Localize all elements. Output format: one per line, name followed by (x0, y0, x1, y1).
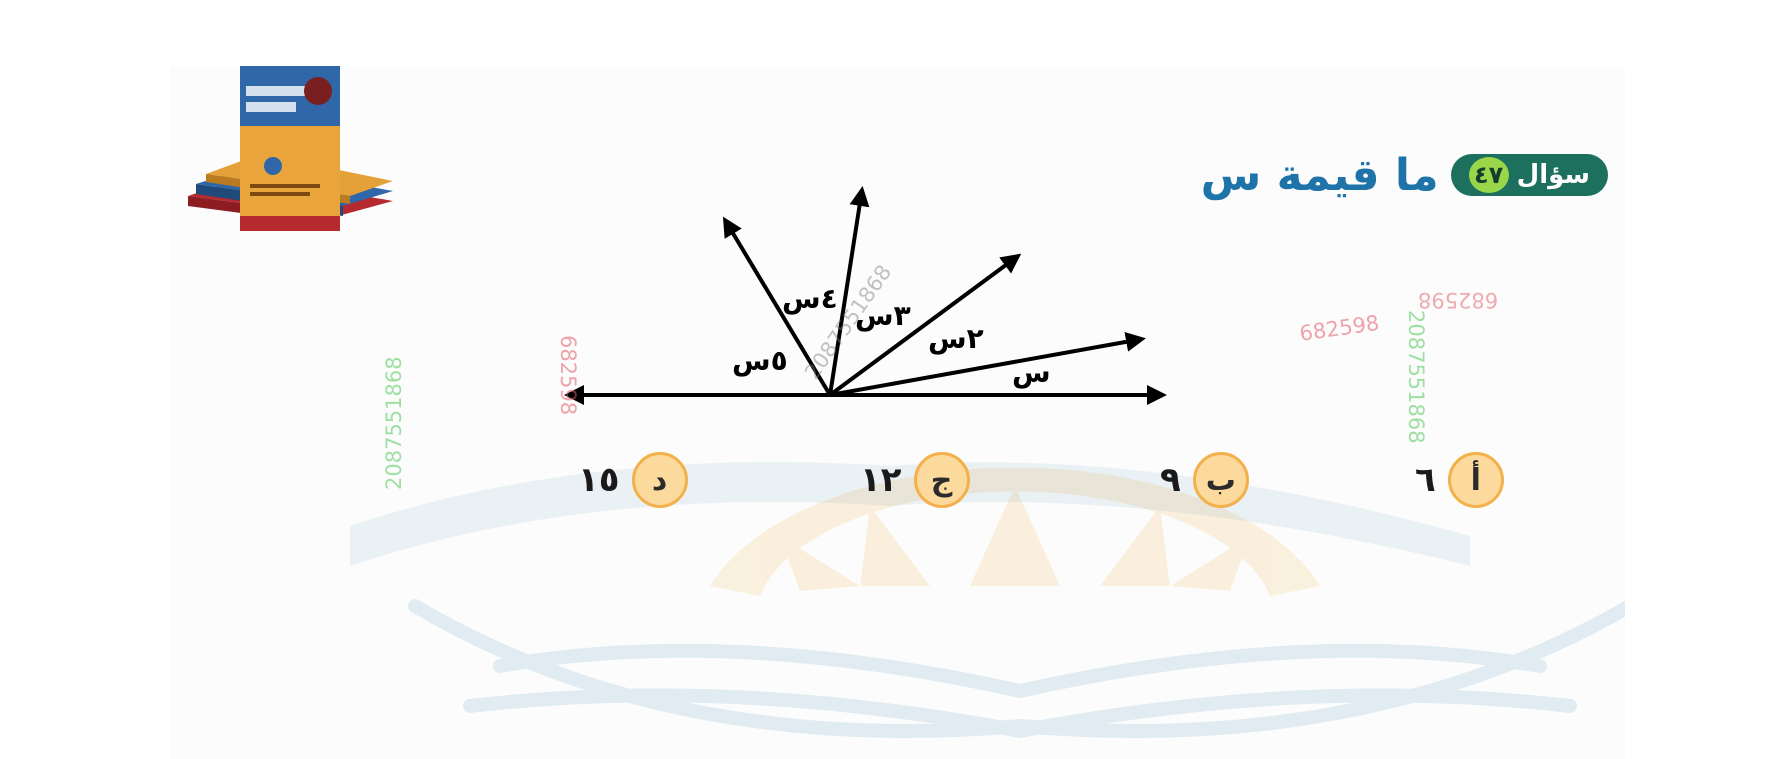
slide-background (170, 66, 1625, 759)
angle-label-5x: ٥س (732, 344, 788, 377)
watermark-code-top: 682598 (1418, 288, 1499, 312)
book-logo-watermark (350, 462, 1625, 738)
angle-label-3x: ٣س (855, 299, 911, 332)
choice-d[interactable]: د ١٥ (578, 452, 688, 508)
choice-value-d: ١٥ (578, 460, 620, 500)
ray-2 (828, 253, 1022, 397)
choice-letter-c: ج (913, 452, 970, 508)
ray-1 (829, 331, 1146, 397)
book-cover-image (188, 66, 393, 231)
question-label: سؤال (1516, 160, 1590, 190)
question-label-pill: سؤال ٤٧ (1450, 154, 1608, 196)
choice-value-a: ٦ (1415, 460, 1436, 500)
question-header: سؤال ٤٧ ما قيمة س (1195, 140, 1608, 210)
angle-label-4x: ٤س (782, 282, 838, 315)
choice-c[interactable]: ج ١٢ (860, 452, 970, 508)
choice-b[interactable]: ب ٩ (1160, 452, 1249, 508)
choice-value-b: ٩ (1160, 460, 1181, 500)
ray-3 (828, 186, 870, 396)
ray-4 (722, 216, 832, 397)
choice-value-c: ١٢ (860, 460, 902, 500)
question-text: ما قيمة س (1200, 149, 1439, 201)
watermark-phone-right: 2087551868 (1404, 310, 1428, 444)
question-number-badge: ٤٧ (1468, 157, 1509, 193)
answer-choices: أ ٦ ب ٩ ج ١٢ د ١٥ (0, 452, 1786, 522)
watermark-code-left: 682598 (556, 335, 580, 416)
choice-a[interactable]: أ ٦ (1415, 452, 1504, 508)
watermark-phone-left: 2087551868 (382, 356, 406, 490)
choice-letter-a: أ (1447, 452, 1504, 508)
choice-letter-b: ب (1192, 452, 1249, 508)
angle-label-2x: ٢س (928, 322, 984, 355)
angle-label-x: س (1012, 356, 1051, 389)
angles-diagram: س ٢س ٣س ٤س ٥س (564, 186, 1167, 405)
choice-letter-d: د (631, 452, 688, 508)
